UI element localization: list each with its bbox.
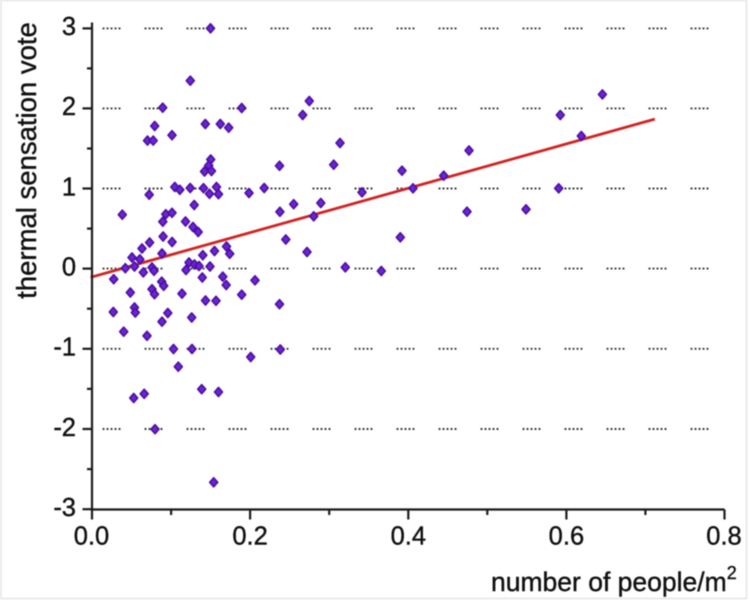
svg-text:1: 1 <box>62 173 76 201</box>
svg-text:0.6: 0.6 <box>549 523 584 551</box>
svg-text:number of people/m2: number of people/m2 <box>491 563 737 597</box>
svg-text:0: 0 <box>62 253 76 281</box>
svg-text:0.4: 0.4 <box>391 523 426 551</box>
svg-text:-2: -2 <box>53 414 76 442</box>
svg-text:3: 3 <box>62 13 76 41</box>
svg-text:0.0: 0.0 <box>74 523 109 551</box>
svg-text:thermal sensation vote: thermal sensation vote <box>11 22 42 299</box>
svg-text:2: 2 <box>62 93 76 121</box>
svg-text:0.8: 0.8 <box>706 523 741 551</box>
svg-text:-3: -3 <box>53 494 76 522</box>
svg-text:0.2: 0.2 <box>232 523 267 551</box>
svg-text:-1: -1 <box>53 334 76 362</box>
